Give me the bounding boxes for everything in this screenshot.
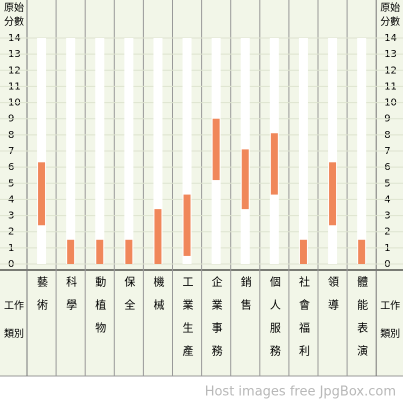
x-tick-label: 工業生產 [181,276,194,368]
range-bar [125,239,133,264]
range-bar [183,194,191,256]
axis-title: 原始 [4,1,24,14]
range-bar [38,162,46,226]
column-track [66,38,76,264]
column-track [298,38,308,264]
column-track [124,38,134,264]
column-track [328,38,338,264]
x-axis-title: 工作 [4,300,24,312]
x-tick-label: 保全 [123,275,136,322]
x-tick-label: 機械 [152,275,165,322]
range-bar [329,162,337,226]
footer-text: Host images free JpgBox.com [205,385,396,400]
x-axis-title: 類別 [4,328,24,340]
column-track [357,38,367,264]
x-tick-label: 領導 [327,275,340,322]
axis-title: 分數 [4,15,24,28]
x-tick-label: 科學 [65,275,78,322]
column-track [182,38,192,264]
axis-title: 原始 [380,1,400,14]
x-tick-label: 銷售 [239,275,252,322]
x-tick-label: 企業事務 [210,275,223,368]
x-tick-label: 個人服務 [268,276,281,368]
range-bar [270,133,278,195]
column-track [37,38,47,264]
x-axis-title: 工作 [380,300,400,312]
x-axis-title: 類別 [380,328,400,340]
x-tick-label: 動植物 [94,275,107,345]
range-bar [358,239,366,264]
axis-title: 分數 [380,15,400,28]
column-track [153,38,163,264]
footer-background [0,376,403,405]
x-tick-label: 體能表演 [356,276,369,368]
x-tick-label: 藝術 [36,276,49,322]
range-bar [154,209,162,264]
range-bar [299,239,307,264]
range-bar [212,118,220,181]
range-bar [96,239,104,264]
column-track [95,38,105,264]
range-bar [67,239,75,264]
range-bar [241,149,249,210]
x-tick-label: 社會福利 [297,275,310,368]
